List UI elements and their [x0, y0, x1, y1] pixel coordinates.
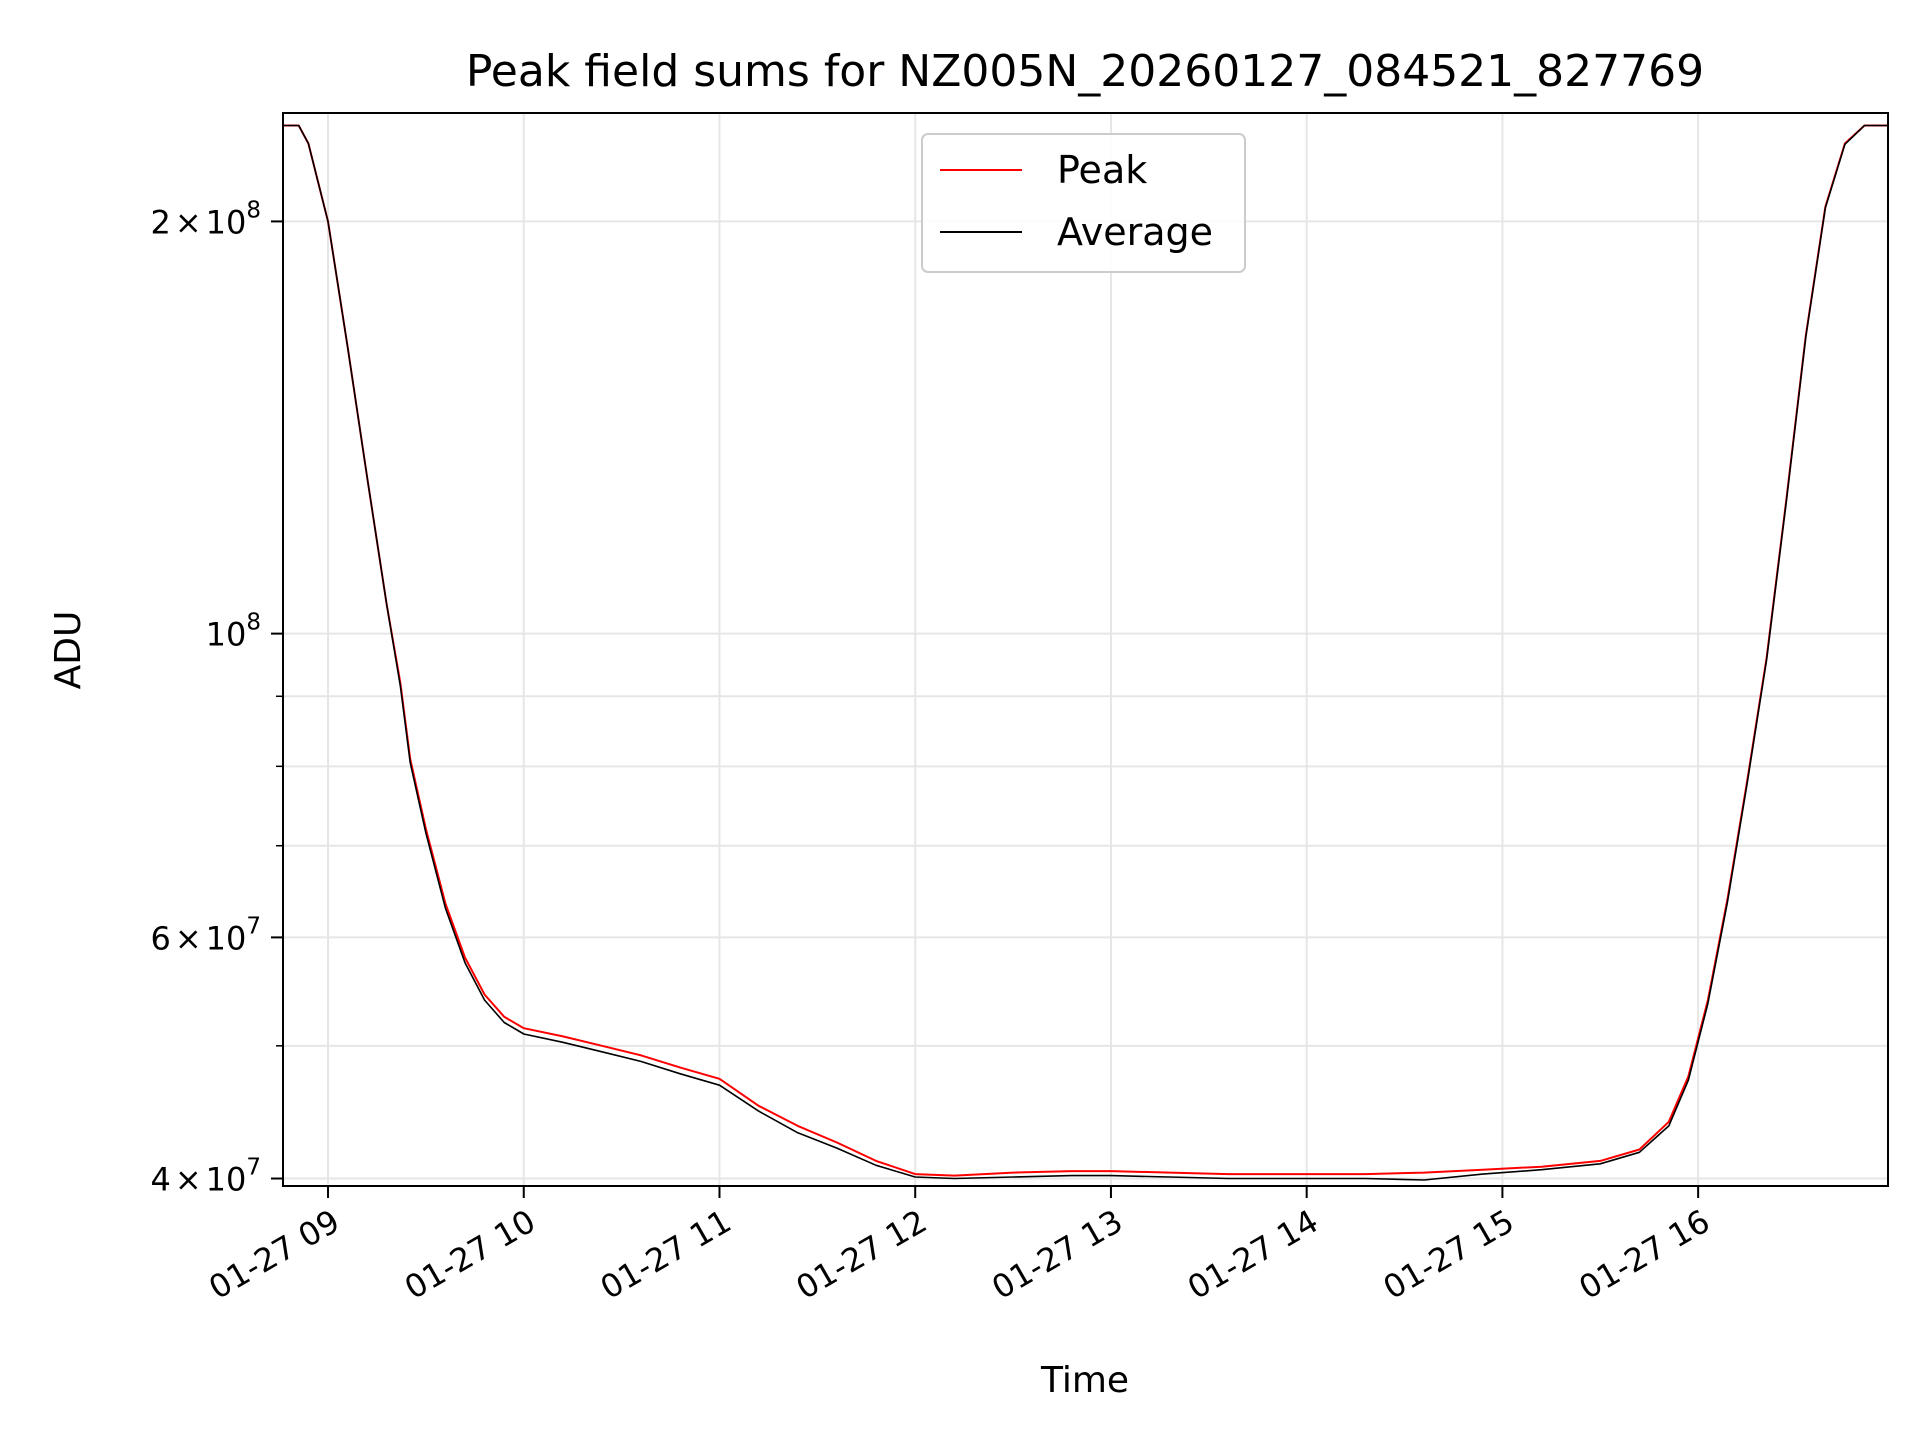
chart-title: Peak field sums for NZ005N_20260127_0845…	[466, 46, 1704, 97]
y-tick-label: 108	[206, 610, 261, 654]
y-tick-label: 4 × 107	[150, 1155, 261, 1199]
plot-frame	[282, 112, 1889, 1187]
y-tick-exponent: 8	[246, 197, 261, 223]
x-axis-label: Time	[1040, 1360, 1129, 1401]
y-tick-base: 6	[150, 919, 170, 957]
grid	[283, 113, 1888, 1186]
y-tick-ten: 10	[206, 203, 247, 241]
y-tick-ten: 10	[206, 1161, 247, 1199]
y-tick-base: 10	[206, 616, 247, 654]
y-tick-label: 2 × 108	[150, 197, 261, 241]
legend: Peak Average	[921, 133, 1246, 273]
y-axis-label: ADU	[48, 611, 89, 690]
y-tick-label: 6 × 107	[150, 913, 261, 957]
y-tick-times: ×	[175, 1161, 202, 1199]
legend-label-peak: Peak	[1057, 148, 1147, 192]
y-tick-times: ×	[175, 203, 202, 241]
y-tick-ten: 10	[206, 919, 247, 957]
y-tick-exponent: 8	[246, 610, 261, 636]
series-group	[283, 124, 1888, 1181]
y-tick-base: 4	[150, 1161, 170, 1199]
legend-box	[921, 133, 1246, 273]
legend-label-average: Average	[1057, 210, 1213, 254]
y-tick-exponent: 7	[246, 1155, 261, 1181]
y-tick-times: ×	[175, 919, 202, 957]
series-line-average	[283, 124, 1888, 1181]
y-tick-exponent: 7	[246, 913, 261, 939]
y-tick-base: 2	[150, 203, 170, 241]
